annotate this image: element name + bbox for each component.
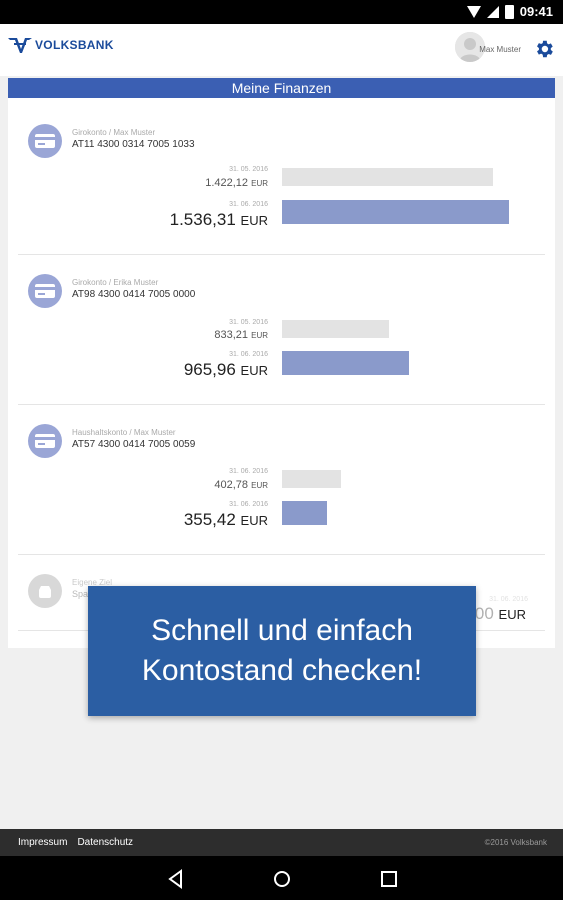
current-balance: 1.536,31 EUR: [169, 210, 268, 229]
current-date: 31. 06. 2016: [229, 501, 268, 508]
datenschutz-link[interactable]: Datenschutz: [77, 837, 134, 848]
previous-date: 31. 05. 2016: [229, 319, 268, 326]
previous-balance-bar: [282, 168, 493, 186]
brand-name: VOLKSBANK: [35, 38, 114, 52]
account-icon: [28, 424, 62, 458]
status-time: 09:41: [519, 4, 553, 19]
account-iban: Sparen: [72, 589, 102, 599]
account-icon: [28, 124, 62, 158]
previous-balance-bar: [282, 470, 341, 488]
status-icons: 09:41: [466, 4, 553, 19]
previous-balance: 402,78 EUR: [214, 479, 268, 491]
system-nav-bar: [0, 856, 563, 900]
account-icon: [28, 274, 62, 308]
current-balance-bar: [282, 501, 327, 525]
savings-icon: [39, 586, 51, 598]
finances-card: Meine Finanzen Girokonto / Max Muster AT…: [8, 78, 555, 648]
impressum-link[interactable]: Impressum: [18, 837, 68, 848]
volksbank-logo-icon: [8, 38, 32, 53]
back-icon[interactable]: [165, 868, 187, 890]
current-balance: 965,96 EUR: [183, 360, 268, 379]
account-iban: AT98 4300 0414 7005 0000: [72, 289, 196, 300]
account-name: Haushaltskonto / Max Muster: [72, 428, 176, 437]
current-date: 31. 06. 2016: [229, 201, 268, 208]
recents-icon[interactable]: [378, 868, 400, 890]
settings-gear-icon[interactable]: [533, 38, 555, 60]
account-name: Girokonto / Erika Muster: [72, 278, 159, 287]
wifi-icon: [466, 5, 481, 18]
brand-logo[interactable]: VOLKSBANK: [8, 37, 114, 53]
divider: [18, 554, 545, 555]
divider: [18, 404, 545, 405]
user-avatar-icon: [455, 32, 485, 62]
page-title: Meine Finanzen: [8, 78, 555, 98]
previous-date: 31. 06. 2016: [229, 468, 268, 475]
home-icon[interactable]: [271, 868, 293, 890]
previous-date: 31. 05. 2016: [229, 166, 268, 173]
account-item[interactable]: Haushaltskonto / Max Muster AT57 4300 04…: [8, 400, 555, 550]
account-icon: [28, 574, 62, 608]
signal-icon: [486, 5, 499, 18]
previous-balance: 833,21 EUR: [214, 329, 268, 341]
promo-line-1: Schnell und einfach: [151, 614, 413, 647]
account-name: Eigene Ziel: [72, 578, 113, 587]
current-date: 31. 06. 2016: [489, 596, 528, 603]
account-iban: AT11 4300 0314 7005 1033: [72, 139, 195, 150]
account-item[interactable]: Girokonto / Erika Muster AT98 4300 0414 …: [8, 250, 555, 400]
account-iban: AT57 4300 0414 7005 0059: [72, 439, 196, 450]
copyright: ©2016 Volksbank: [484, 838, 547, 847]
current-balance-bar: [282, 351, 409, 375]
status-bar: 09:41: [0, 0, 563, 24]
promo-banner: Schnell und einfach Kontostand checken!: [88, 586, 476, 716]
user-name[interactable]: Max Muster: [479, 45, 521, 54]
current-balance: 355,42 EUR: [183, 510, 268, 529]
divider: [18, 254, 545, 255]
previous-balance-bar: [282, 320, 389, 338]
current-balance-bar: [282, 200, 509, 224]
footer-links: Impressum Datenschutz: [18, 837, 133, 848]
account-item[interactable]: Girokonto / Max Muster AT11 4300 0314 70…: [8, 100, 555, 250]
footer: Impressum Datenschutz ©2016 Volksbank: [0, 829, 563, 856]
account-name: Girokonto / Max Muster: [72, 128, 156, 137]
current-date: 31. 06. 2016: [229, 351, 268, 358]
promo-line-2: Kontostand checken!: [141, 654, 423, 687]
avatar[interactable]: [455, 32, 485, 62]
previous-balance: 1.422,12 EUR: [205, 177, 268, 189]
app-header: VOLKSBANK Max Muster: [0, 24, 563, 76]
battery-icon: [504, 4, 514, 19]
